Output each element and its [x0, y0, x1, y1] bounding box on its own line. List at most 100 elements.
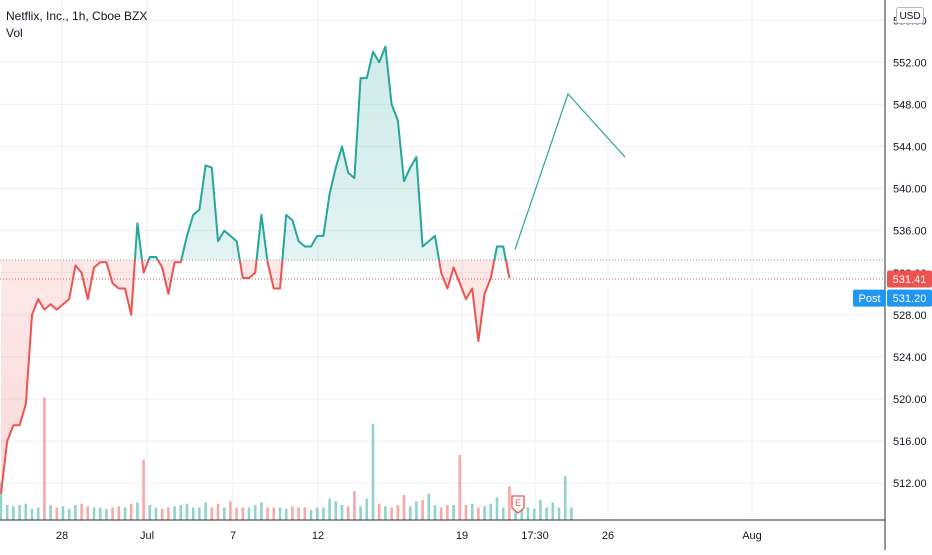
volume-bar [371, 423, 375, 520]
volume-bar [303, 507, 307, 520]
area-below-baseline [1, 260, 510, 494]
x-tick-label: 26 [602, 530, 614, 542]
volume-bar [167, 507, 170, 520]
volume-bar [266, 507, 269, 520]
volume-bar [148, 505, 152, 520]
volume-bar [129, 503, 133, 520]
volume-bar [415, 501, 418, 520]
post-price-tag: Post 531.20 [853, 289, 932, 307]
volume-bar [55, 507, 59, 520]
volume-bar [446, 505, 449, 520]
y-tick-label: 528.00 [893, 310, 927, 322]
volume-bar [297, 507, 300, 520]
volume-bar [191, 507, 195, 520]
volume-bar [433, 505, 437, 520]
x-tick-label: Aug [742, 530, 762, 542]
volume-bar [222, 507, 226, 520]
volume-bar [458, 455, 462, 520]
y-tick-label: 524.00 [893, 352, 927, 364]
volume-bar [365, 498, 369, 520]
y-tick-label: 544.00 [893, 142, 927, 154]
volume-bar [67, 508, 71, 520]
volume-bar [160, 508, 164, 520]
volume-bar [24, 503, 28, 520]
volume-bar [563, 476, 567, 520]
x-tick-label: 17:30 [521, 530, 549, 542]
volume-bar [384, 506, 387, 520]
volume-bar [464, 505, 468, 520]
volume-bar [253, 505, 257, 520]
volume-bar [470, 503, 474, 520]
volume-bar [284, 508, 288, 520]
volume-bar [210, 507, 214, 520]
volume-bar [328, 498, 331, 520]
volume-bar [198, 507, 201, 520]
volume-bar [12, 506, 15, 520]
volume-bar [0, 482, 3, 520]
volume-bar [43, 397, 46, 520]
volume-bar [229, 501, 232, 520]
post-price-value: 531.20 [893, 293, 927, 305]
x-tick-label: 28 [56, 530, 68, 542]
volume-bar [334, 501, 338, 520]
x-tick-label: 7 [230, 530, 236, 542]
symbol-title[interactable]: Netflix, Inc., 1h, Cboe BZX [6, 9, 148, 23]
volume-bar [545, 507, 548, 520]
chart-legend: Netflix, Inc., 1h, Cboe BZX Vol [6, 8, 147, 42]
volume-bar [173, 506, 176, 520]
y-tick-label: 516.00 [893, 436, 927, 448]
currency-badge[interactable]: USD [896, 7, 924, 24]
forecast-line [514, 92, 626, 250]
volume-bar [539, 500, 542, 520]
volume-bar [204, 502, 207, 520]
volume-bar [501, 507, 505, 520]
volume-bar [396, 505, 400, 520]
y-tick-label: 548.00 [893, 99, 927, 111]
volume-bar [36, 507, 40, 520]
earnings-marker: E [511, 495, 525, 514]
volume-bar [260, 502, 263, 520]
volume-label[interactable]: Vol [6, 26, 23, 40]
volume-bar [30, 508, 34, 520]
volume-bar [142, 460, 145, 520]
volume-bar [98, 507, 102, 520]
last-price-bg [887, 270, 932, 288]
x-tick-label: 12 [312, 530, 324, 542]
volume-bar [551, 502, 555, 520]
volume-bar [154, 507, 158, 520]
volume-bar [216, 503, 220, 520]
volume-bar [5, 505, 9, 520]
x-axis-labels: 28 Jul 7 12 19 17:30 26 Aug [56, 530, 762, 542]
x-tick-label: Jul [140, 530, 154, 542]
volume-bar [136, 502, 139, 520]
volume-bar [92, 507, 96, 520]
y-tick-label: 536.00 [893, 226, 927, 238]
volume-bar [315, 507, 319, 520]
volume-bar [390, 507, 393, 520]
volume-bar [105, 508, 108, 520]
volume-bar [483, 506, 486, 520]
volume-bar [80, 503, 83, 520]
volume-bar [61, 506, 65, 520]
volume-bar [272, 507, 276, 520]
volume-bar [322, 507, 325, 520]
y-tick-label: 512.00 [893, 478, 927, 490]
volume-bar [495, 497, 499, 520]
volume-bars [0, 397, 573, 520]
price-line-up [133, 45, 507, 261]
volume-bar [353, 491, 356, 520]
volume-bar [86, 506, 90, 520]
volume-bar [508, 486, 511, 520]
area-above-baseline [1, 46, 510, 261]
volume-bar [185, 503, 189, 520]
post-price-bg [887, 289, 932, 307]
volume-bar [117, 506, 121, 520]
post-tag-bg [853, 289, 886, 307]
volume-bar [278, 507, 282, 520]
volume-bar [111, 507, 114, 520]
volume-bar [123, 507, 127, 520]
y-tick-label: 540.00 [893, 184, 927, 196]
volume-bar [377, 503, 381, 520]
